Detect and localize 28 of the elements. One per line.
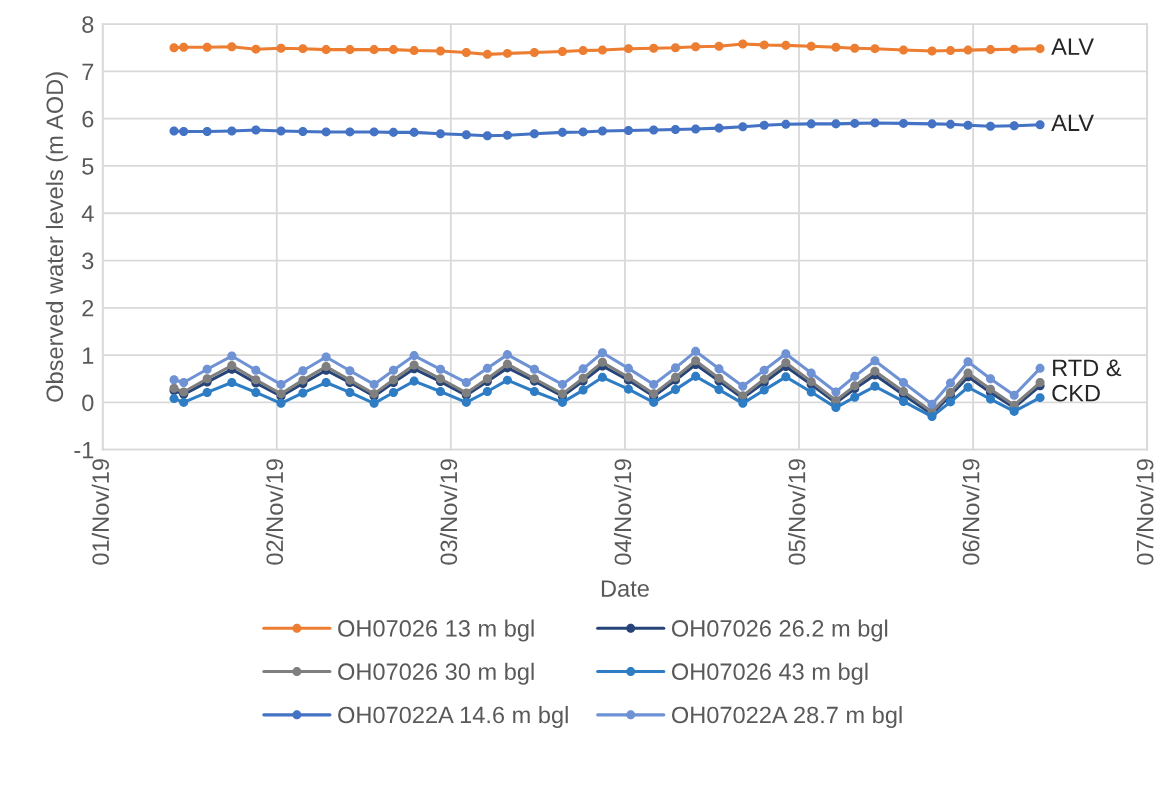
y-tick-label: 5 (82, 158, 94, 175)
x-tick-label: 07/Nov/19 (1136, 459, 1154, 565)
x-tick-label: 05/Nov/19 (788, 459, 806, 565)
y-tick-label: -1 (74, 441, 94, 459)
legend-label: OH07026 26.2 m bgl (671, 619, 888, 642)
y-tick-label: 3 (82, 252, 94, 270)
y-tick-label: 8 (82, 16, 94, 33)
annotation: ALV (1051, 114, 1094, 131)
y-tick-label: 4 (81, 205, 94, 222)
legend-label: OH07022A 14.6 m bgl (338, 706, 568, 729)
annotation: RTD & CKD (1052, 359, 1122, 402)
y-tick-label: 1 (83, 347, 94, 364)
x-tick-label: 01/Nov/19 (91, 459, 110, 565)
y-tick-label: 6 (82, 110, 94, 128)
y-tick-label: 2 (82, 299, 94, 317)
x-axis-title: Date (601, 580, 649, 597)
x-tick-label: 03/Nov/19 (439, 459, 458, 565)
x-tick-label: 02/Nov/19 (265, 459, 284, 565)
y-tick-label: 7 (82, 63, 94, 80)
legend-label: OH07026 43 m bgl (671, 662, 868, 685)
x-tick-label: 06/Nov/19 (962, 459, 980, 565)
legend-label: OH07022A 28.7 m bgl (671, 706, 902, 729)
annotation: ALV (1051, 38, 1094, 55)
legend-label: OH07026 30 m bgl (338, 662, 534, 685)
x-tick-label: 04/Nov/19 (613, 459, 632, 565)
y-tick-label: 0 (82, 394, 94, 412)
y-axis-title: Observed water levels (m AOD) (45, 72, 68, 402)
legend-label: OH07026 13 m bgl (338, 619, 534, 642)
